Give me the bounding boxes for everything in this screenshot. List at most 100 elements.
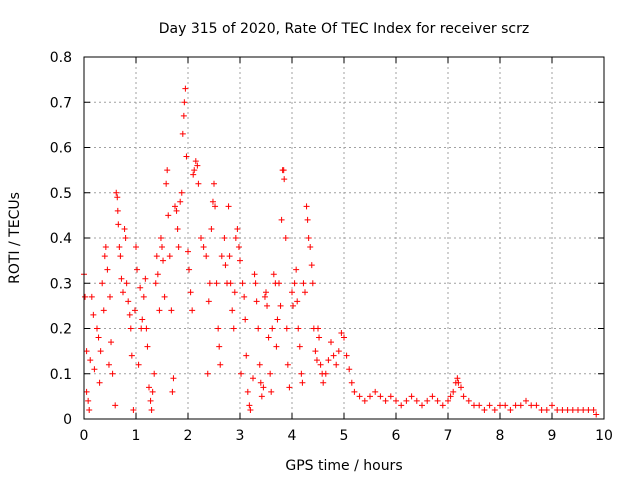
data-point (260, 384, 267, 391)
data-point (282, 235, 289, 241)
data-point (316, 334, 323, 341)
data-point (86, 406, 93, 413)
data-point (346, 366, 353, 373)
data-point (335, 348, 342, 355)
data-point (265, 334, 272, 341)
data-point (502, 402, 509, 409)
data-point (164, 167, 171, 174)
data-point (109, 370, 116, 377)
data-point (94, 325, 100, 332)
data-point (125, 298, 132, 305)
data-point (361, 397, 368, 404)
y-tick-label: 0 (63, 412, 72, 428)
data-point (491, 406, 498, 413)
data-point (268, 388, 275, 395)
data-point (100, 307, 107, 314)
data-point (434, 397, 441, 404)
data-point (267, 370, 274, 377)
data-point (175, 244, 182, 251)
data-point (296, 343, 303, 350)
x-tick-label: 5 (340, 428, 349, 444)
data-point (239, 280, 246, 287)
data-point (130, 406, 137, 413)
data-point (182, 85, 189, 92)
data-point (291, 280, 298, 287)
data-point (424, 397, 431, 404)
data-point (97, 348, 104, 355)
data-points (81, 85, 600, 418)
data-point (157, 235, 164, 241)
data-point (104, 266, 111, 273)
data-point (559, 406, 566, 413)
data-point (305, 235, 312, 241)
data-point (208, 225, 215, 232)
x-tick-label: 6 (392, 428, 401, 444)
data-point (264, 302, 271, 309)
y-tick-label: 0.7 (50, 95, 72, 111)
data-point (533, 402, 540, 409)
data-point (281, 176, 288, 183)
axis-ticks (83, 56, 605, 420)
data-point (241, 293, 248, 300)
data-point (274, 316, 281, 323)
x-tick-label: 7 (444, 428, 453, 444)
data-point (160, 257, 167, 264)
data-point (387, 393, 394, 400)
data-point (232, 235, 239, 241)
data-point (367, 393, 373, 400)
data-point (284, 361, 291, 368)
data-point (447, 393, 454, 400)
y-tick-label: 0.1 (50, 367, 72, 383)
data-point (213, 280, 220, 287)
data-point (217, 361, 224, 368)
data-point (308, 262, 315, 269)
y-tick-label: 0.2 (50, 322, 72, 338)
data-point (82, 293, 89, 300)
data-point (325, 357, 332, 364)
data-point (112, 402, 119, 409)
data-point (258, 393, 265, 400)
data-point (270, 271, 277, 278)
data-point (227, 280, 234, 287)
data-point (198, 235, 204, 241)
y-tick-label: 0.8 (50, 50, 72, 66)
data-point (575, 406, 581, 413)
y-tick-label: 0.6 (50, 141, 72, 157)
data-point (348, 379, 355, 386)
data-point (96, 379, 103, 386)
data-point (117, 253, 124, 260)
data-point (138, 325, 145, 332)
data-point (341, 334, 347, 341)
x-tick-label: 9 (548, 428, 557, 444)
data-point (234, 225, 241, 232)
data-point (83, 348, 90, 355)
data-point (580, 406, 587, 413)
data-point (398, 402, 405, 409)
data-point (88, 293, 95, 300)
data-point (115, 221, 122, 228)
data-point (121, 225, 128, 232)
data-point (507, 406, 514, 413)
data-point (187, 289, 194, 296)
data-point (242, 316, 249, 323)
data-point (133, 244, 139, 251)
data-point (183, 153, 190, 160)
data-point (277, 302, 284, 309)
data-point (439, 402, 446, 409)
data-point (102, 244, 109, 251)
data-point (179, 130, 186, 137)
data-point (177, 198, 184, 205)
data-point (91, 366, 98, 373)
data-point (206, 280, 213, 287)
data-point (372, 388, 379, 395)
data-point (328, 339, 334, 346)
data-point (313, 357, 320, 364)
data-point (244, 388, 251, 395)
data-point (85, 397, 92, 404)
data-point (191, 167, 198, 174)
data-point (309, 280, 316, 287)
data-point (139, 316, 146, 323)
data-point (161, 293, 168, 300)
data-point (237, 257, 243, 264)
data-point (283, 325, 290, 332)
